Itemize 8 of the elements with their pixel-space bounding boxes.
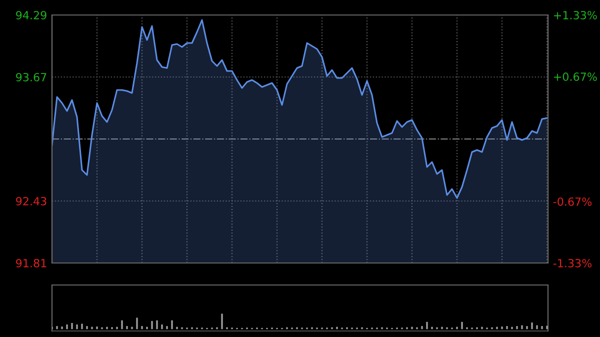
y-tick-label: 94.29: [16, 10, 46, 20]
y2-tick-label: +0.67%: [554, 72, 597, 81]
y2-tick-label: -1.33%: [553, 258, 592, 268]
y2-tick-label: +1.33%: [554, 10, 597, 20]
y2-tick-label: -0.67%: [553, 197, 592, 206]
y-tick-label: 91.81: [16, 258, 46, 268]
y-tick-label: 93.67: [16, 72, 46, 82]
y-tick-label: 92.43: [16, 196, 46, 206]
